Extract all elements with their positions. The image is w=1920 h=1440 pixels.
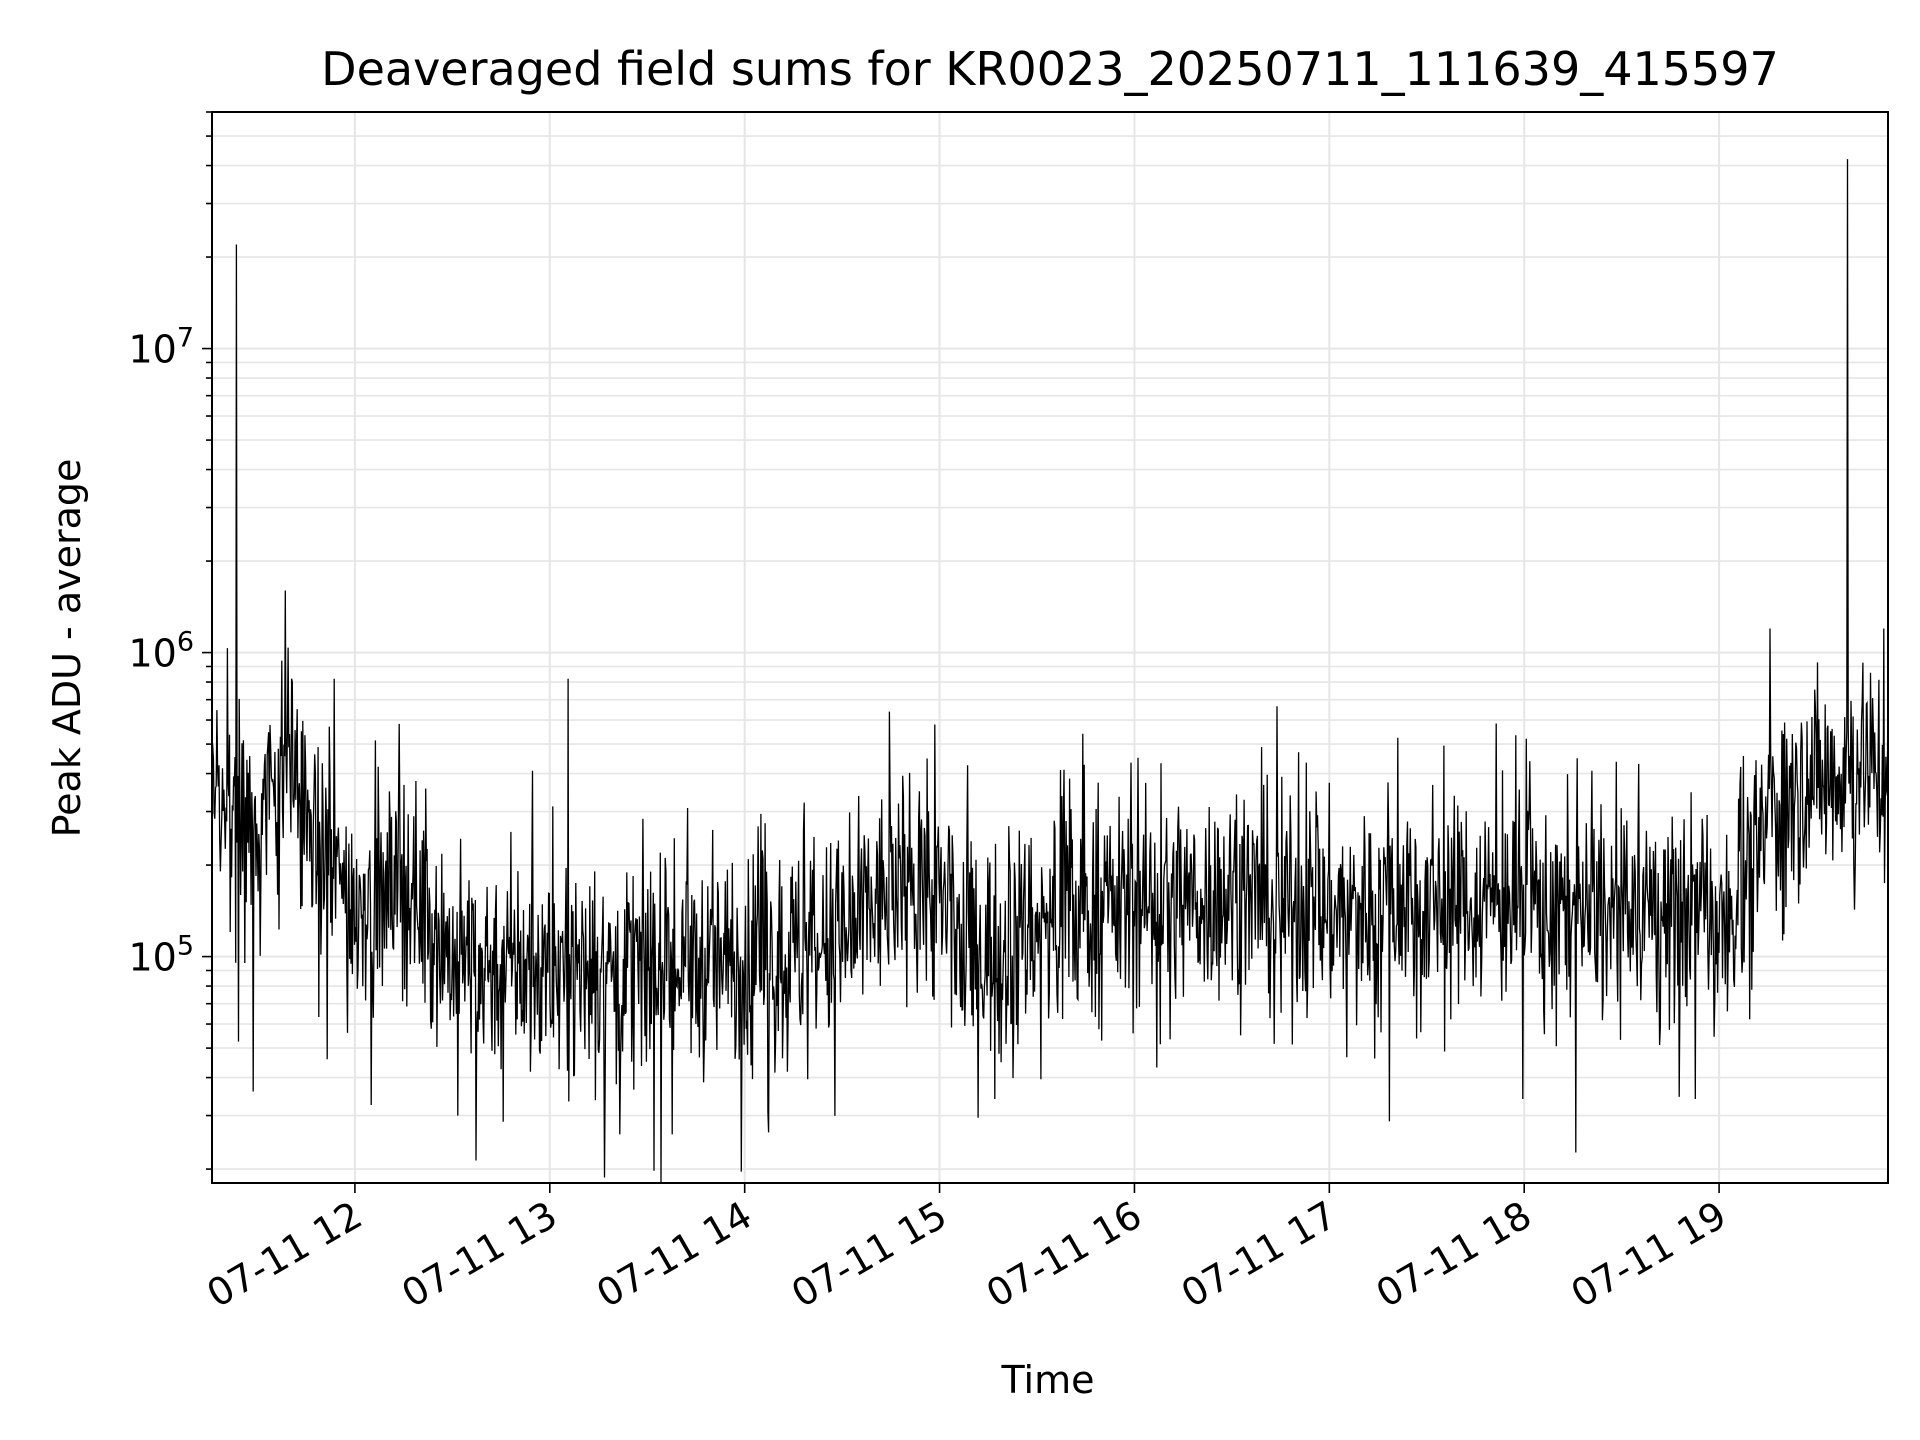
- y-tick-label: 105: [128, 931, 194, 980]
- chart-title: Deaveraged field sums for KR0023_2025071…: [321, 42, 1779, 96]
- plot-frame: [211, 111, 1889, 1184]
- y-tick-label: 106: [128, 627, 194, 676]
- series: [211, 159, 1889, 1184]
- x-axis-label: Time: [1001, 1358, 1095, 1402]
- series-line: [211, 159, 1889, 1184]
- y-axis-label: Peak ADU - average: [45, 459, 89, 838]
- y-tick-label: 107: [128, 323, 194, 372]
